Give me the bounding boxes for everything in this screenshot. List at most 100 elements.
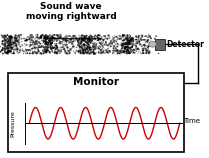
Point	[111, 37, 114, 39]
Point	[132, 51, 135, 54]
Point	[124, 42, 127, 45]
Point	[30, 38, 34, 41]
Point	[129, 48, 133, 51]
Point	[71, 45, 74, 48]
Point	[57, 35, 60, 38]
Point	[131, 36, 134, 39]
Point	[45, 36, 48, 39]
Point	[48, 43, 52, 46]
Point	[95, 43, 98, 45]
Point	[7, 39, 10, 41]
Point	[135, 46, 138, 49]
Point	[124, 48, 128, 50]
Point	[139, 43, 142, 46]
Point	[82, 40, 85, 42]
Point	[85, 35, 89, 37]
Point	[109, 45, 112, 48]
Point	[50, 35, 54, 38]
Point	[129, 47, 132, 50]
Point	[98, 35, 101, 37]
Point	[122, 50, 125, 53]
Point	[51, 37, 55, 40]
Point	[126, 52, 130, 55]
Point	[7, 37, 10, 40]
Point	[15, 48, 19, 50]
Point	[130, 50, 134, 52]
Point	[86, 42, 89, 44]
Point	[118, 51, 122, 53]
Point	[75, 49, 78, 52]
Point	[93, 46, 96, 49]
Point	[130, 43, 133, 45]
Point	[112, 41, 116, 43]
Point	[128, 36, 132, 38]
Point	[45, 50, 48, 52]
Point	[145, 50, 149, 52]
Text: Monitor: Monitor	[73, 77, 119, 87]
Point	[50, 39, 54, 41]
Point	[141, 48, 144, 50]
Point	[30, 44, 33, 46]
Point	[139, 38, 142, 40]
Point	[15, 49, 19, 51]
Point	[77, 44, 80, 46]
Point	[65, 43, 68, 46]
Point	[65, 41, 68, 43]
Point	[100, 52, 103, 55]
Point	[50, 34, 54, 36]
Point	[84, 41, 88, 43]
Point	[47, 35, 50, 38]
Point	[37, 41, 41, 44]
Point	[15, 45, 18, 48]
Point	[145, 40, 149, 42]
Point	[83, 52, 86, 55]
Point	[33, 51, 37, 54]
Point	[53, 51, 56, 54]
Point	[82, 40, 85, 42]
Point	[53, 46, 56, 49]
Point	[11, 52, 14, 55]
Bar	[155, 39, 165, 50]
Point	[78, 45, 81, 47]
Point	[56, 51, 59, 53]
Point	[43, 36, 46, 39]
Point	[125, 43, 128, 45]
Point	[144, 41, 147, 43]
Point	[124, 45, 127, 48]
Point	[9, 37, 13, 39]
Point	[126, 48, 129, 51]
Point	[139, 34, 143, 37]
Point	[45, 50, 48, 53]
Point	[16, 52, 19, 55]
Point	[36, 43, 39, 45]
Point	[28, 34, 31, 37]
Point	[127, 41, 131, 43]
Point	[101, 51, 104, 53]
Point	[130, 42, 133, 44]
Point	[44, 41, 47, 43]
Point	[126, 45, 130, 48]
Point	[92, 52, 95, 55]
Point	[78, 38, 81, 41]
Point	[83, 36, 87, 39]
Text: Sound wave
moving rightward: Sound wave moving rightward	[26, 2, 116, 21]
Point	[90, 39, 94, 42]
Point	[146, 36, 150, 38]
Point	[9, 44, 12, 47]
Point	[0, 45, 2, 48]
Point	[33, 41, 36, 44]
Point	[125, 37, 129, 40]
Point	[118, 37, 121, 40]
Point	[37, 46, 40, 49]
Point	[85, 45, 89, 47]
Point	[132, 41, 135, 43]
Point	[26, 52, 29, 54]
Point	[123, 50, 127, 52]
Point	[124, 52, 128, 55]
Point	[96, 41, 100, 44]
Point	[147, 50, 150, 53]
Point	[10, 46, 14, 49]
Point	[52, 37, 55, 40]
Point	[10, 42, 14, 44]
Point	[29, 44, 32, 46]
